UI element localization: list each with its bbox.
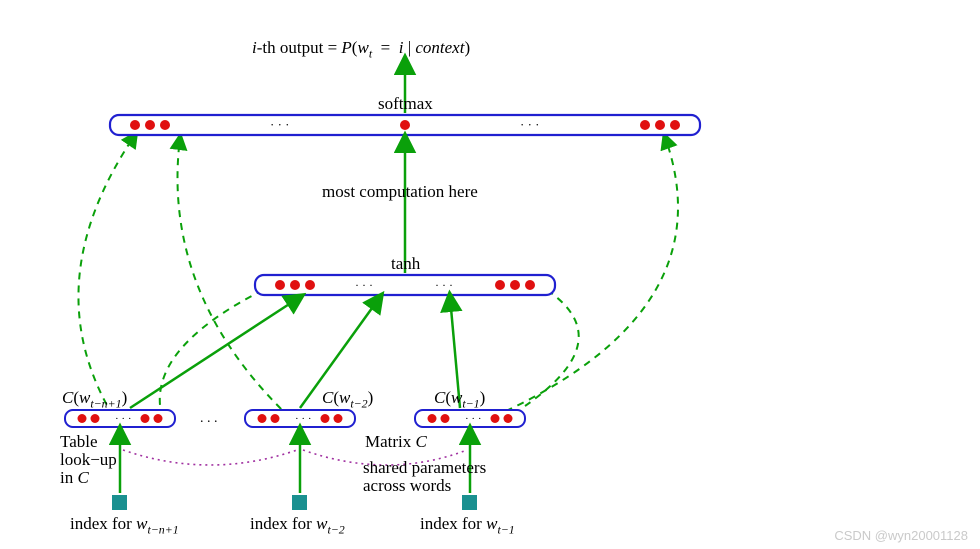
unit-dot xyxy=(305,280,315,290)
ellipsis: . . . xyxy=(200,411,218,426)
svg-text:· · ·: · · · xyxy=(355,278,373,292)
unit-dot xyxy=(130,120,140,130)
unit-dot xyxy=(154,414,163,423)
c3-label: C(wt−1) xyxy=(434,388,485,411)
matrix-c-label: Matrix C xyxy=(365,432,427,452)
skip-arc-left xyxy=(78,135,135,427)
softmax-label: softmax xyxy=(378,94,433,114)
c2-label: C(wt−2) xyxy=(322,388,373,411)
unit-dot xyxy=(640,120,650,130)
svg-text:· · ·: · · · xyxy=(295,413,312,425)
unit-dot xyxy=(91,414,100,423)
unit-dot xyxy=(160,120,170,130)
table-lookup-3: in C xyxy=(60,468,89,488)
unit-dot xyxy=(271,414,280,423)
unit-dot xyxy=(334,414,343,423)
c1-label: C(wt−n+1) xyxy=(62,388,127,411)
index-label-2: index for wt−2 xyxy=(250,514,345,537)
index-box-1 xyxy=(112,495,127,510)
watermark: CSDN @wyn20001128 xyxy=(834,528,968,543)
svg-text:· · ·: · · · xyxy=(115,413,132,425)
shared-params-curve-l xyxy=(123,450,297,465)
unit-dot xyxy=(525,280,535,290)
unit-dot xyxy=(670,120,680,130)
dash-arc-r xyxy=(525,290,579,406)
diagram-svg: · · · · · · · · · · · · · · · · · · · · … xyxy=(0,0,980,549)
svg-text:· · ·: · · · xyxy=(435,278,453,292)
unit-dot xyxy=(495,280,505,290)
unit-dot xyxy=(78,414,87,423)
unit-dot xyxy=(655,120,665,130)
index-box-3 xyxy=(462,495,477,510)
index-label-1: index for wt−n+1 xyxy=(70,514,179,537)
svg-text:· · ·: · · · xyxy=(270,117,290,132)
unit-dot xyxy=(258,414,267,423)
table-lookup-1: Table xyxy=(60,432,98,452)
unit-dot xyxy=(141,414,150,423)
shared-params-1: shared parameters xyxy=(363,458,486,478)
diagram-canvas: · · · · · · · · · · · · · · · · · · · · … xyxy=(0,0,980,549)
output-label: i-th output = P(wt = i | context) xyxy=(252,38,470,61)
unit-dot xyxy=(510,280,520,290)
svg-text:· · ·: · · · xyxy=(520,117,540,132)
arrow-c1-tanh xyxy=(130,297,300,408)
svg-text:· · ·: · · · xyxy=(465,413,482,425)
table-lookup-2: look−up xyxy=(60,450,117,470)
index-box-2 xyxy=(292,495,307,510)
tanh-label: tanh xyxy=(391,254,420,274)
unit-dot xyxy=(290,280,300,290)
unit-dot xyxy=(491,414,500,423)
most-computation-label: most computation here xyxy=(322,182,478,202)
unit-dot xyxy=(275,280,285,290)
unit-dot xyxy=(441,414,450,423)
unit-dot xyxy=(321,414,330,423)
unit-dot xyxy=(504,414,513,423)
unit-dot xyxy=(428,414,437,423)
shared-params-2: across words xyxy=(363,476,451,496)
index-label-3: index for wt−1 xyxy=(420,514,515,537)
unit-dot xyxy=(400,120,410,130)
unit-dot xyxy=(145,120,155,130)
dash-arc-l xyxy=(160,290,263,405)
